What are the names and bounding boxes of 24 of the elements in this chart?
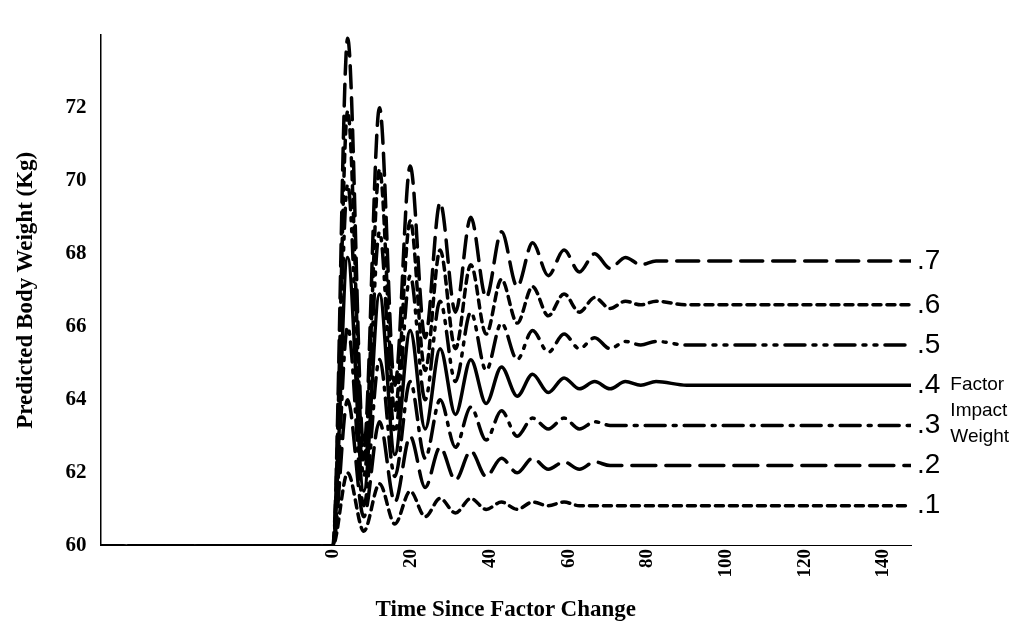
series-label: .1: [917, 488, 941, 520]
y-tick-label: 68: [65, 240, 87, 265]
series-label: .5: [917, 327, 941, 359]
y-tick-label: 70: [65, 167, 87, 192]
y-tick-label: 66: [65, 313, 87, 338]
x-tick-label: 0: [320, 548, 342, 559]
x-tick-label: 140: [871, 548, 893, 578]
y-axis-title: Predicted Body Weight (Kg): [11, 151, 37, 429]
series-label: .6: [917, 287, 941, 319]
x-tick-label: 100: [714, 548, 736, 578]
x-tick-label: 80: [635, 548, 657, 568]
x-tick-label: 20: [399, 548, 421, 568]
y-tick-label: 64: [65, 386, 88, 411]
x-tick-label: 40: [477, 548, 499, 568]
series-label: .3: [917, 408, 941, 440]
series-label: .4: [917, 367, 941, 399]
y-tick-label: 72: [65, 94, 87, 119]
legend-title: Factor Impact Weight: [950, 373, 1010, 447]
series-label: .7: [917, 243, 941, 275]
x-axis-title: Time Since Factor Change: [375, 596, 637, 622]
x-tick-label: 60: [556, 548, 578, 568]
y-tick-label: 62: [65, 459, 87, 484]
x-tick-label: 120: [792, 548, 814, 578]
series-label: .2: [917, 448, 941, 480]
